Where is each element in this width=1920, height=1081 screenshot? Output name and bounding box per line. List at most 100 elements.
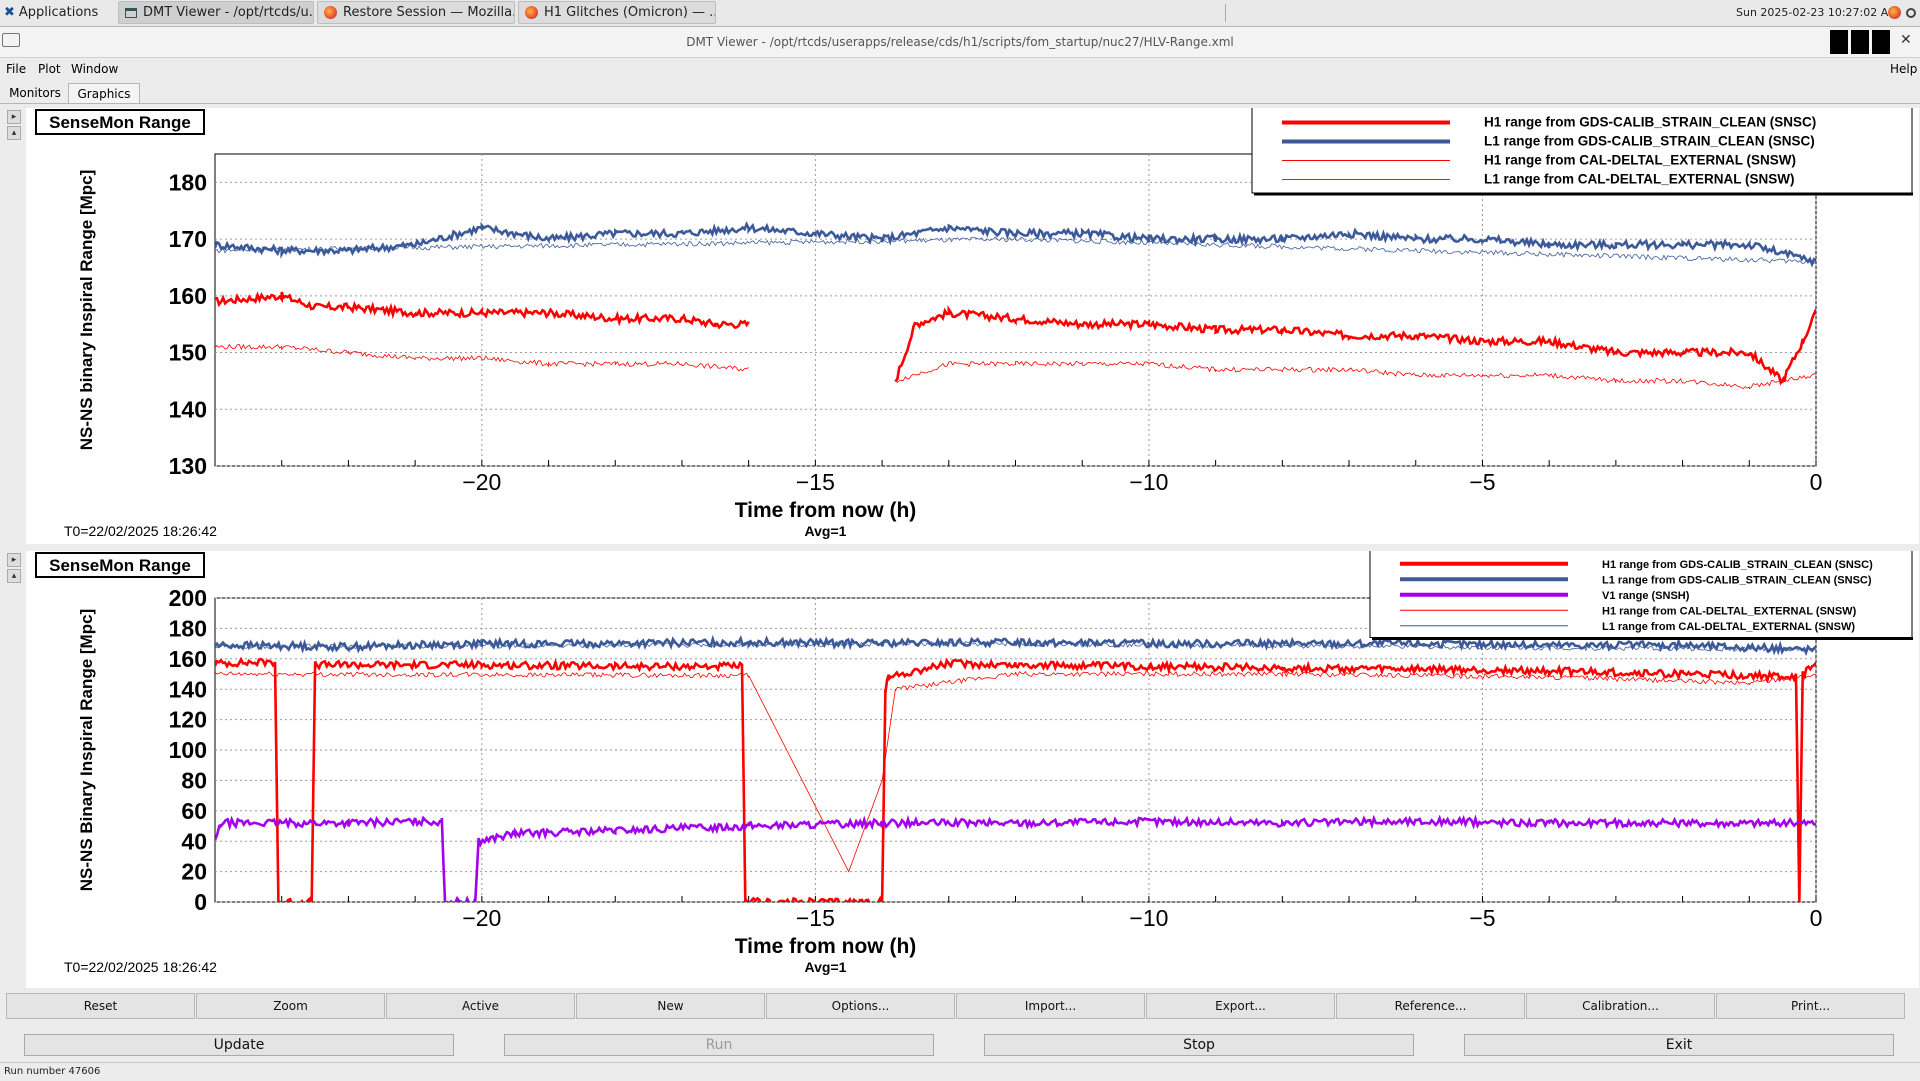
y-tick-label: 20: [181, 859, 207, 885]
x-axis-label: Time from now (h): [735, 935, 917, 958]
plot-panel-1[interactable]: SenseMon Range −20 −15 −10 −5 0 130 140 150 160 17…: [26, 106, 1919, 544]
menu-window[interactable]: Window: [71, 62, 119, 76]
toolbar-button-options[interactable]: Options...: [766, 993, 955, 1019]
avg-label: Avg=1: [805, 523, 847, 539]
x-tick-label: −5: [1469, 469, 1495, 495]
plot-frame: [214, 153, 1817, 467]
y-tick-label: 40: [181, 828, 207, 854]
xfce-mouse-icon: ✖: [4, 5, 15, 20]
t0-label: T0=22/02/2025 18:26:42: [64, 523, 217, 539]
taskbar-separator: [1225, 4, 1226, 22]
firefox-icon: [525, 6, 538, 19]
series-line: [215, 814, 1816, 902]
close-icon[interactable]: ✕: [1900, 32, 1912, 48]
toolbar-button-import[interactable]: Import...: [956, 993, 1145, 1019]
status-bar: Run number 47606: [0, 1062, 1920, 1081]
y-tick-label: 80: [181, 767, 207, 793]
power-icon[interactable]: [1904, 1, 1918, 24]
y-tick-label: 60: [181, 798, 207, 824]
toolbar-button-print[interactable]: Print...: [1716, 993, 1905, 1019]
x-tick-label: −15: [796, 469, 835, 495]
task-label: Restore Session — Mozilla...: [343, 5, 515, 20]
chart-title: SenseMon Range: [49, 113, 191, 132]
toolbar-button-active[interactable]: Active: [386, 993, 575, 1019]
y-tick-label: 140: [169, 676, 207, 702]
clock[interactable]: Sun 2025-02-23 10:27:02 AM: [1736, 6, 1898, 19]
collapse-panel-2-button[interactable]: ▴: [7, 569, 21, 583]
window-titlebar[interactable]: ✕: [0, 27, 1920, 58]
tab-graphics[interactable]: Graphics: [68, 83, 140, 103]
x-tick-label: −15: [796, 905, 835, 931]
y-tick-label: 160: [169, 283, 207, 309]
legend-entry: H1 range from CAL-DELTAL_EXTERNAL (SNSW): [1484, 153, 1796, 168]
minimize-button[interactable]: [1830, 30, 1848, 54]
toolbar-button-calibration[interactable]: Calibration...: [1526, 993, 1715, 1019]
series-line: [215, 343, 1816, 390]
task-restore-session[interactable]: Restore Session — Mozilla...: [317, 1, 515, 24]
toolbar-button-new[interactable]: New: [576, 993, 765, 1019]
y-tick-label: 0: [194, 889, 207, 915]
x-tick-label: 0: [1810, 469, 1823, 495]
task-label: H1 Glitches (Omicron) — ...: [544, 5, 716, 20]
task-h1-glitches[interactable]: H1 Glitches (Omicron) — ...: [518, 1, 716, 24]
task-dmt-viewer[interactable]: DMT Viewer - /opt/rtcds/u...: [118, 1, 314, 24]
menu-file[interactable]: File: [6, 62, 27, 76]
tab-monitors[interactable]: Monitors: [9, 86, 61, 100]
expand-panel-2-button[interactable]: ▸: [7, 553, 21, 567]
menu-help[interactable]: Help: [1890, 62, 1918, 76]
chart-2: SenseMon Range −20 −15 −10 −5 0 0 20 40 60 80 100 12…: [35, 549, 1913, 975]
toolbar-button-reference[interactable]: Reference...: [1336, 993, 1525, 1019]
y-axis-label: NS-NS binary Inspiral Range [Mpc]: [77, 170, 96, 451]
toolbar-button-zoom[interactable]: Zoom: [196, 993, 385, 1019]
tab-divider: [0, 103, 1920, 104]
task-label: DMT Viewer - /opt/rtcds/u...: [143, 5, 314, 20]
menu-plot[interactable]: Plot: [38, 62, 61, 76]
x-tick-label: −20: [462, 905, 501, 931]
menubar: File Plot Window Help: [0, 60, 1920, 80]
collapse-panel-1-button[interactable]: ▴: [7, 126, 21, 140]
plot-panel-2[interactable]: SenseMon Range −20 −15 −10 −5 0 0 20 40 60 80 100 12…: [26, 549, 1919, 988]
x-tick-label: −20: [462, 469, 501, 495]
legend-entry: L1 range from CAL-DELTAL_EXTERNAL (SNSW): [1602, 621, 1855, 633]
chart-title-box: [35, 552, 205, 578]
series-line: [215, 656, 1816, 902]
update-button[interactable]: Update: [24, 1034, 454, 1056]
legend-entry: H1 range from GDS-CALIB_STRAIN_CLEAN (SN…: [1602, 559, 1873, 571]
window-controls: [1830, 30, 1890, 54]
y-tick-label: 170: [169, 226, 207, 252]
y-tick-label: 100: [169, 737, 207, 763]
window-menu-icon[interactable]: [2, 33, 20, 47]
applications-menu[interactable]: ✖ Applications: [4, 1, 114, 24]
legend-entry: H1 range from CAL-DELTAL_EXTERNAL (SNSW): [1602, 605, 1857, 617]
series-line: [215, 220, 1816, 268]
y-tick-label: 180: [169, 169, 207, 195]
applications-label: Applications: [18, 5, 99, 20]
toolbar-button-export[interactable]: Export...: [1146, 993, 1335, 1019]
y-tick-label: 200: [169, 585, 207, 611]
toolbar-button-reset[interactable]: Reset: [6, 993, 195, 1019]
y-axis-label: NS-NS Binary Inspiral Range [Mpc]: [77, 609, 96, 891]
firefox-tray-icon[interactable]: [1888, 1, 1907, 24]
series-line: [215, 291, 1816, 386]
expand-panel-1-button[interactable]: ▸: [7, 110, 21, 124]
y-tick-label: 140: [169, 396, 207, 422]
window-icon: [125, 7, 137, 18]
run-button[interactable]: Run: [504, 1034, 934, 1056]
chart-title-box: [35, 109, 205, 135]
x-tick-label: −5: [1469, 905, 1495, 931]
stop-button[interactable]: Stop: [984, 1034, 1414, 1056]
exit-button[interactable]: Exit: [1464, 1034, 1894, 1056]
legend-entry: L1 range from CAL-DELTAL_EXTERNAL (SNSW): [1484, 172, 1795, 187]
legend-entry: L1 range from GDS-CALIB_STRAIN_CLEAN (SN…: [1484, 134, 1815, 149]
chart-title: SenseMon Range: [49, 556, 191, 575]
maximize-button[interactable]: [1851, 30, 1869, 54]
legend-entry: H1 range from GDS-CALIB_STRAIN_CLEAN (SN…: [1484, 115, 1816, 130]
shade-button[interactable]: [1872, 30, 1890, 54]
chart-1: SenseMon Range −20 −15 −10 −5 0 130 140 150 160 17…: [35, 106, 1913, 539]
firefox-icon: [324, 6, 337, 19]
avg-label: Avg=1: [805, 959, 847, 975]
series-line: [215, 235, 1816, 265]
t0-label: T0=22/02/2025 18:26:42: [64, 959, 217, 975]
taskbar: ✖ Applications DMT Viewer - /opt/rtcds/u…: [0, 0, 1920, 27]
x-axis-label: Time from now (h): [735, 499, 917, 522]
